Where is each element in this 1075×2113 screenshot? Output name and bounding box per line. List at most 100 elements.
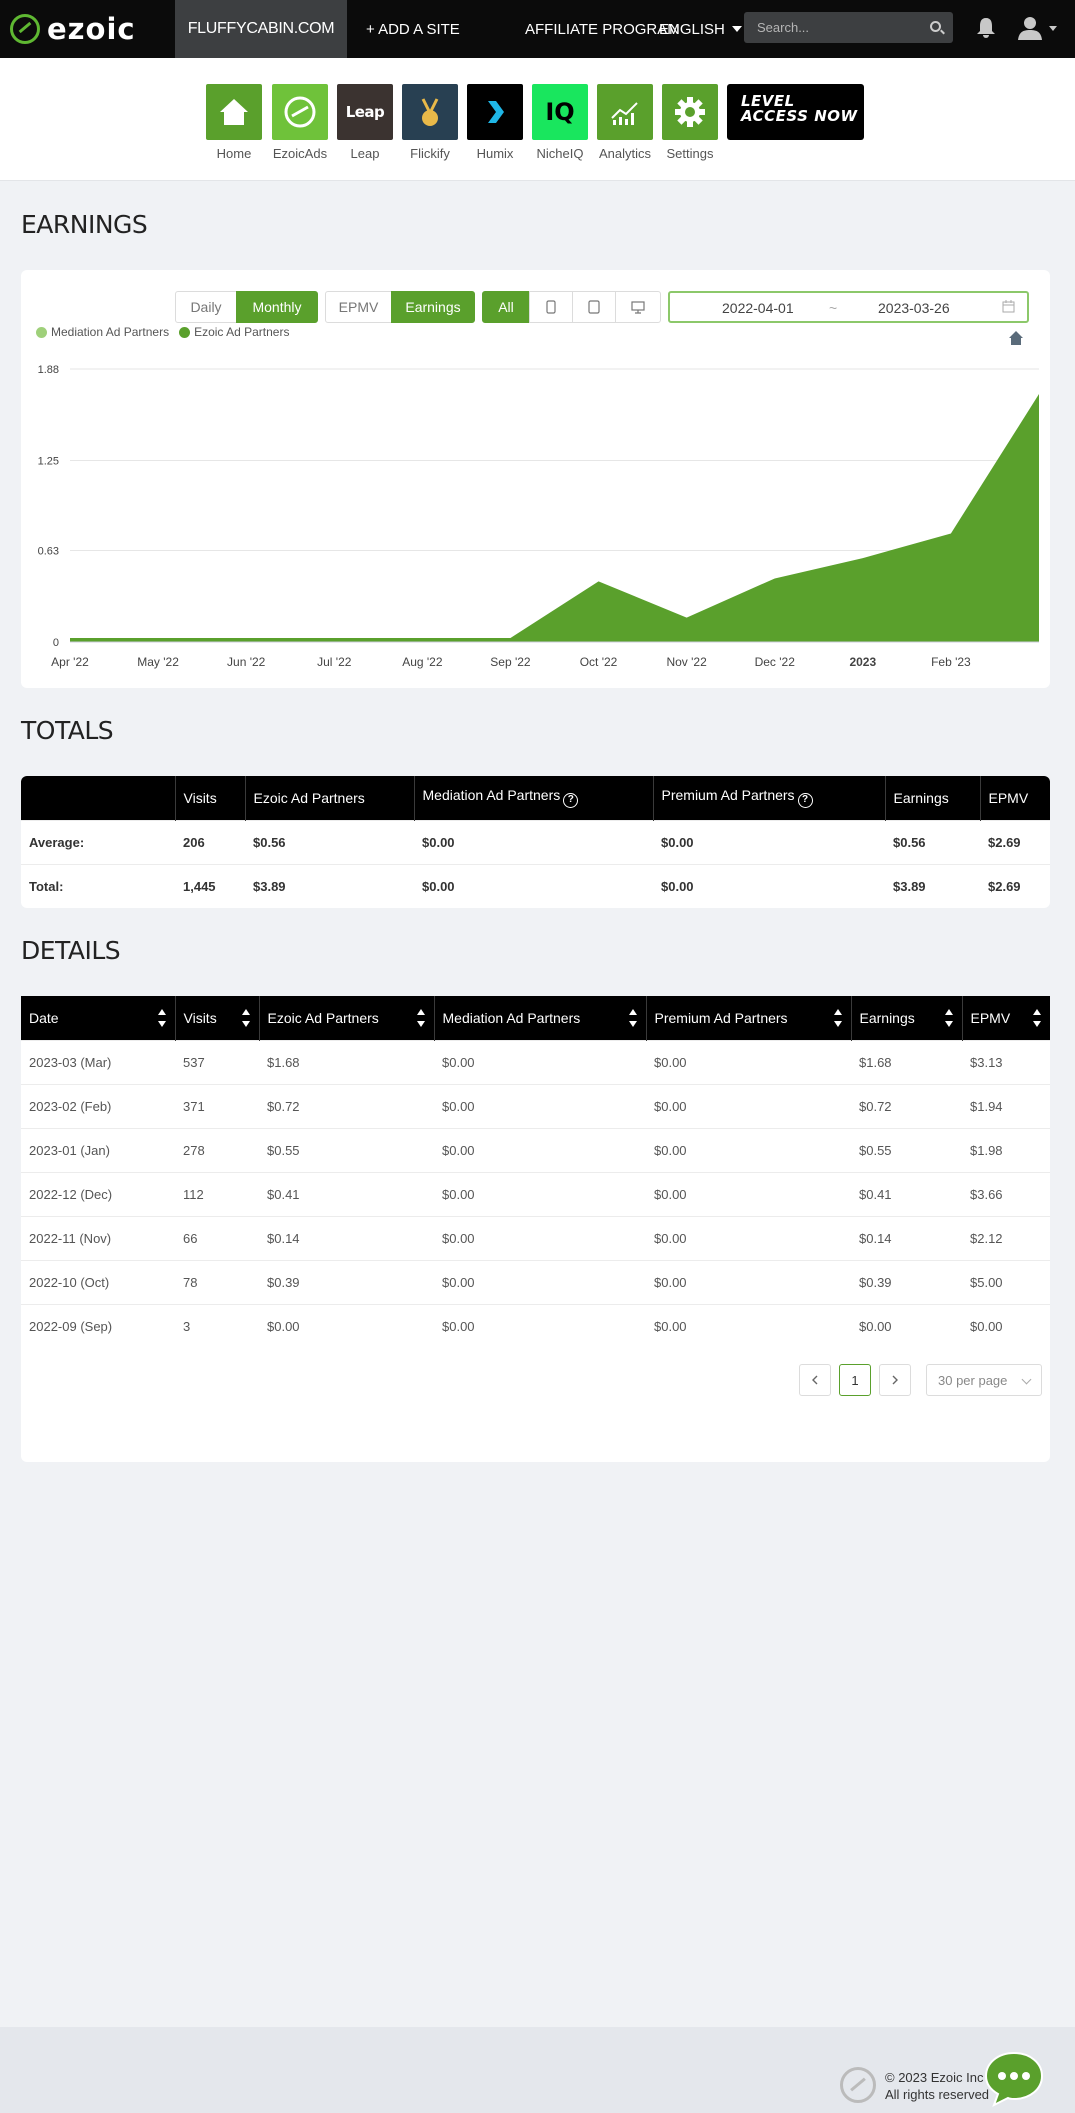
calendar-icon bbox=[1002, 300, 1015, 313]
add-site-link[interactable]: + ADD A SITE bbox=[366, 20, 460, 38]
mobile-button[interactable] bbox=[529, 291, 573, 323]
language-dropdown[interactable]: ENGLISH bbox=[659, 0, 742, 58]
x-tick-label: Apr '22 bbox=[51, 655, 89, 669]
help-icon[interactable]: ? bbox=[797, 793, 813, 809]
pagination: 1 bbox=[799, 1364, 911, 1396]
table-cell: $1.68 bbox=[259, 1039, 434, 1084]
table-cell: $0.00 bbox=[653, 863, 885, 908]
chart-legend: Mediation Ad Partners Ezoic Ad Partners bbox=[36, 325, 289, 339]
sort-icon bbox=[241, 1009, 250, 1027]
table-cell: $1.94 bbox=[962, 1083, 1050, 1128]
search-box bbox=[744, 12, 953, 43]
app-analytics[interactable]: Analytics bbox=[597, 84, 653, 161]
sort-header-earnings[interactable]: Earnings bbox=[850, 996, 962, 1040]
user-menu-icon[interactable] bbox=[1018, 16, 1060, 40]
sort-header-visits[interactable]: Visits bbox=[174, 996, 259, 1040]
app-flickify[interactable]: Flickify bbox=[402, 84, 458, 161]
ezoic-footer-logo-icon bbox=[840, 2067, 876, 2103]
table-cell: $0.00 bbox=[414, 819, 653, 864]
legend-dot bbox=[179, 326, 191, 338]
table-cell: $0.00 bbox=[434, 1215, 646, 1260]
details-header-row: Date Visits Ezoic Ad Partners Mediation … bbox=[21, 996, 1050, 1040]
table-row: 2023-02 (Feb) 371 $0.72 $0.00 $0.00 $0.72 $1.9… bbox=[21, 1083, 1050, 1128]
earnings-title: EARNINGS bbox=[21, 210, 148, 239]
app-leap[interactable]: Leap Leap bbox=[337, 84, 393, 161]
app-humix[interactable]: Humix bbox=[467, 84, 523, 161]
y-tick-label: 0.63 bbox=[38, 546, 59, 558]
page-1-button[interactable]: 1 bbox=[839, 1364, 871, 1396]
sort-header-premium[interactable]: Premium Ad Partners bbox=[645, 996, 851, 1040]
legend-label: Mediation Ad Partners bbox=[51, 325, 170, 339]
legend-dot bbox=[36, 326, 47, 338]
legend-item-ezoic[interactable]: Ezoic Ad Partners bbox=[179, 325, 289, 339]
table-cell: $0.00 bbox=[434, 1039, 646, 1084]
legend-item-mediation[interactable]: Mediation Ad Partners bbox=[36, 325, 169, 339]
sort-header-mediation[interactable]: Mediation Ad Partners bbox=[433, 996, 646, 1040]
search-icon[interactable] bbox=[930, 21, 941, 32]
epmv-button[interactable]: EPMV bbox=[325, 291, 392, 323]
y-tick-label: 1.88 bbox=[38, 364, 59, 376]
table-cell: 3 bbox=[175, 1303, 259, 1348]
ezoic-logo[interactable]: ezoic bbox=[10, 12, 136, 46]
rights-line: All rights reserved bbox=[885, 2087, 990, 2102]
table-cell: $2.69 bbox=[980, 863, 1050, 908]
reset-zoom-home-icon[interactable] bbox=[1008, 330, 1024, 346]
app-settings[interactable]: Settings bbox=[662, 84, 718, 161]
x-tick-label: Nov '22 bbox=[666, 655, 707, 669]
chevron-right-icon bbox=[892, 1375, 898, 1385]
table-cell: $3.89 bbox=[245, 863, 414, 908]
analytics-icon bbox=[597, 84, 653, 140]
ezoic-ads-icon bbox=[272, 84, 328, 140]
x-tick-label: Feb '23 bbox=[931, 655, 971, 669]
sort-header-epmv[interactable]: EPMV bbox=[961, 996, 1050, 1040]
table-cell: $1.98 bbox=[962, 1127, 1050, 1172]
per-page-select[interactable]: 30 per page bbox=[926, 1364, 1042, 1396]
bell-icon[interactable] bbox=[976, 17, 996, 39]
table-cell: $3.13 bbox=[962, 1039, 1050, 1084]
sort-header-ezoic[interactable]: Ezoic Ad Partners bbox=[258, 996, 434, 1040]
prev-page-button[interactable] bbox=[799, 1364, 831, 1396]
table-cell: $0.00 bbox=[434, 1171, 646, 1216]
chevron-left-icon bbox=[812, 1375, 818, 1385]
sort-header-date[interactable]: Date bbox=[21, 996, 175, 1040]
y-tick-label: 0 bbox=[53, 637, 59, 649]
affiliate-program-link[interactable]: AFFILIATE PROGRAM bbox=[525, 20, 680, 38]
site-selector[interactable]: FLUFFYCABIN.COM bbox=[175, 0, 347, 58]
search-input[interactable] bbox=[744, 12, 914, 43]
table-cell: $0.56 bbox=[245, 819, 414, 864]
copyright-text: © 2023 Ezoic Inc All rights reserved bbox=[885, 2069, 1075, 2103]
device-toggle: All bbox=[482, 291, 661, 323]
legend-label: Ezoic Ad Partners bbox=[194, 325, 290, 339]
next-page-button[interactable] bbox=[879, 1364, 911, 1396]
table-row: 2022-10 (Oct) 78 $0.39 $0.00 $0.00 $0.39 $5.00 bbox=[21, 1259, 1050, 1304]
table-row: 2022-09 (Sep) 3 $0.00 $0.00 $0.00 $0.00 $0.00 bbox=[21, 1303, 1050, 1348]
totals-title: TOTALS bbox=[21, 716, 114, 745]
x-tick-label: Dec '22 bbox=[755, 655, 796, 669]
level-line1: LEVEL bbox=[741, 92, 795, 110]
table-cell: $2.12 bbox=[962, 1215, 1050, 1260]
monthly-button[interactable]: Monthly bbox=[236, 291, 318, 323]
table-cell: $0.41 bbox=[259, 1171, 434, 1216]
table-cell: $0.00 bbox=[653, 819, 885, 864]
earnings-button[interactable]: Earnings bbox=[391, 291, 475, 323]
app-home[interactable]: Home bbox=[206, 84, 262, 161]
col-header-premium: Premium Ad Partners? bbox=[652, 776, 885, 820]
date-range-picker[interactable]: 2022-04-01 ~ 2023-03-26 bbox=[668, 291, 1029, 323]
table-cell: $0.00 bbox=[646, 1303, 851, 1348]
table-cell: $0.72 bbox=[259, 1083, 434, 1128]
date-start: 2022-04-01 bbox=[722, 300, 794, 316]
level-access-button[interactable]: LEVEL ACCESS NOW bbox=[727, 84, 864, 140]
chat-support-icon[interactable] bbox=[982, 2049, 1046, 2109]
table-cell: $0.00 bbox=[434, 1127, 646, 1172]
app-nicheiq[interactable]: IQ NicheIQ bbox=[532, 84, 588, 161]
earnings-chart-card: Daily Monthly EPMV Earnings All 2022-04-… bbox=[21, 270, 1050, 688]
desktop-button[interactable] bbox=[615, 291, 661, 323]
daily-button[interactable]: Daily bbox=[175, 291, 237, 323]
app-ezoicads[interactable]: EzoicAds bbox=[272, 84, 328, 161]
table-cell: $0.00 bbox=[434, 1083, 646, 1128]
table-cell: $0.14 bbox=[259, 1215, 434, 1260]
col-header-epmv: EPMV bbox=[979, 776, 1050, 820]
help-icon[interactable]: ? bbox=[563, 793, 579, 809]
table-cell: $0.00 bbox=[646, 1215, 851, 1260]
table-row: 2022-12 (Dec) 112 $0.41 $0.00 $0.00 $0.41 $3.6… bbox=[21, 1171, 1050, 1216]
